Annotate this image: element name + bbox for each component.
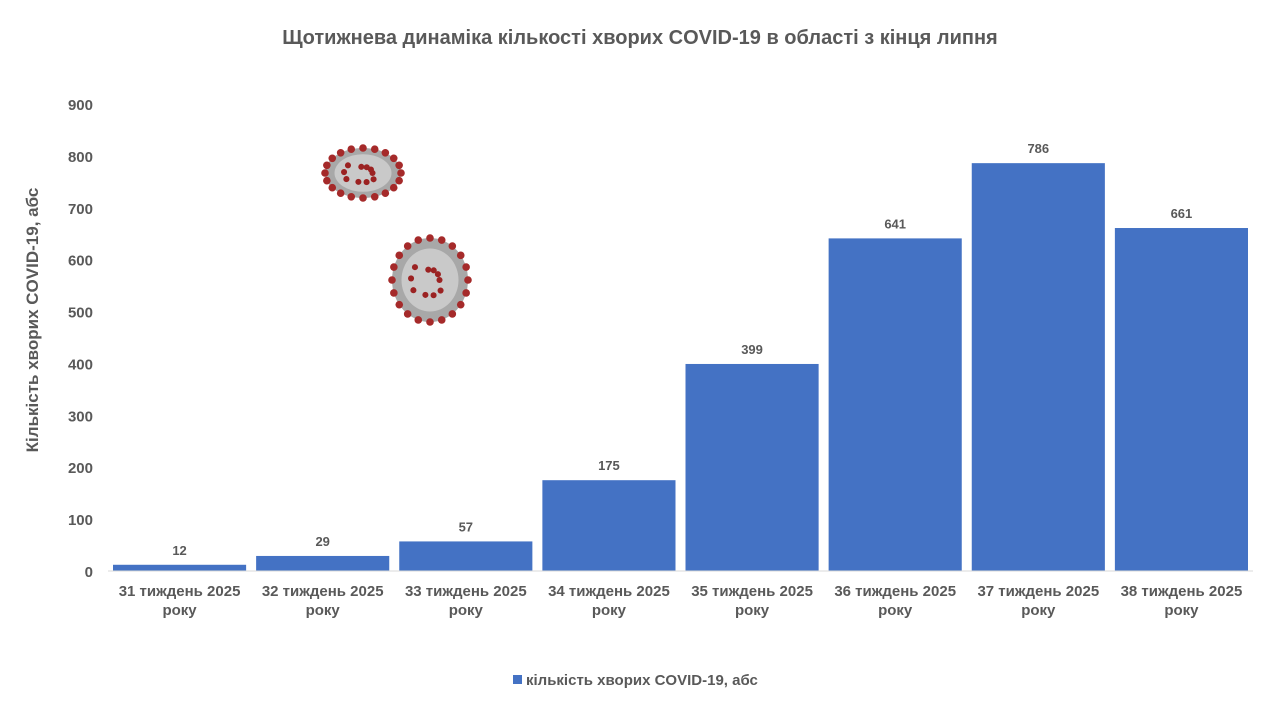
x-tick-label: року <box>162 602 197 619</box>
bar <box>971 163 1105 572</box>
y-tick-label: 500 <box>68 305 93 322</box>
y-tick-label: 300 <box>68 408 93 425</box>
bar <box>113 564 247 571</box>
data-label: 399 <box>741 342 763 357</box>
data-label: 661 <box>1171 206 1193 221</box>
x-tick-label: 32 тиждень 2025 <box>262 583 384 600</box>
x-tick-label: року <box>878 602 913 619</box>
x-tick-label: 38 тиждень 2025 <box>1121 583 1243 600</box>
data-label: 12 <box>172 543 186 558</box>
legend: кількість хворих COVID-19, абс <box>513 672 758 689</box>
bar <box>828 238 962 572</box>
bar <box>542 480 676 571</box>
data-label: 29 <box>315 534 329 549</box>
x-tick-label: 31 тиждень 2025 <box>119 583 241 600</box>
y-tick-label: 800 <box>68 149 93 166</box>
y-axis-label: Кількість хворих COVID-19, абс <box>23 188 42 453</box>
y-tick-label: 0 <box>85 564 93 581</box>
y-tick-label: 600 <box>68 253 93 270</box>
x-tick-label: 35 тиждень 2025 <box>691 583 813 600</box>
y-tick-label: 200 <box>68 460 93 477</box>
legend-swatch <box>513 675 522 684</box>
x-tick-label: року <box>735 602 770 619</box>
y-tick-label: 100 <box>68 512 93 529</box>
x-tick-label: року <box>1021 602 1056 619</box>
x-tick-label: року <box>449 602 484 619</box>
x-tick-label: року <box>1164 602 1199 619</box>
bar <box>685 363 819 571</box>
coronavirus-image <box>388 234 472 326</box>
bar <box>399 541 533 571</box>
bar <box>256 555 390 571</box>
y-tick-label: 700 <box>68 201 93 218</box>
y-tick-label: 900 <box>68 97 93 114</box>
chart-title: Щотижнева динаміка кількості хворих COVI… <box>282 27 997 49</box>
x-tick-label: року <box>306 602 341 619</box>
data-label: 786 <box>1027 141 1049 156</box>
x-tick-label: 36 тиждень 2025 <box>834 583 956 600</box>
x-tick-label: 34 тиждень 2025 <box>548 583 670 600</box>
data-label: 57 <box>459 519 473 534</box>
bar <box>1114 228 1248 571</box>
y-tick-label: 400 <box>68 356 93 373</box>
data-label: 641 <box>884 216 906 231</box>
x-tick-label: 33 тиждень 2025 <box>405 583 527 600</box>
data-label: 175 <box>598 458 620 473</box>
x-tick-label: 37 тиждень 2025 <box>977 583 1099 600</box>
coronavirus-image <box>321 144 405 202</box>
legend-label: кількість хворих COVID-19, абс <box>526 672 758 689</box>
x-tick-label: року <box>592 602 627 619</box>
